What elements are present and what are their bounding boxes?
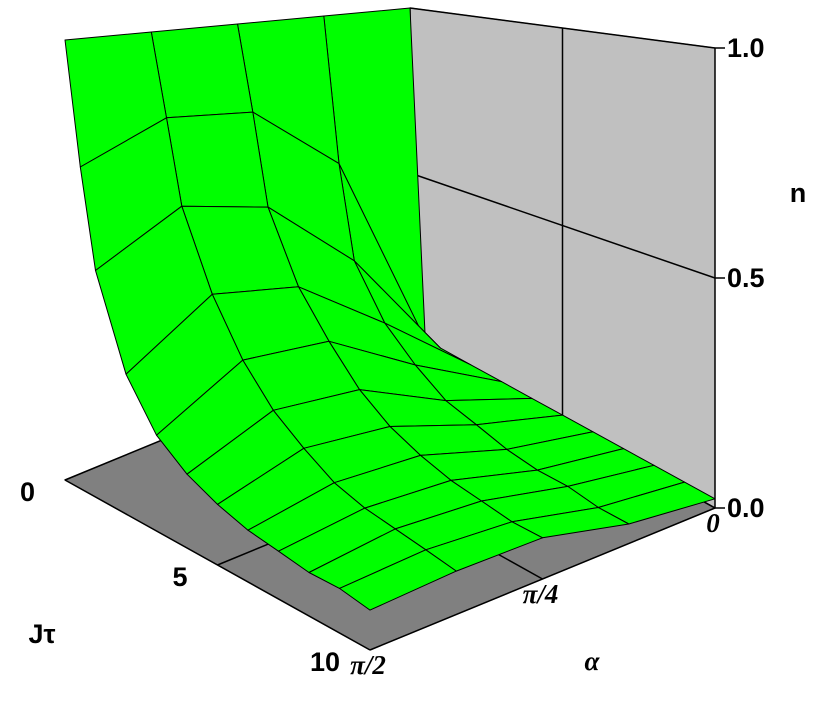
y-tick-label: 0 [706,508,720,538]
surface-patch [166,111,269,208]
surface [64,7,716,611]
z-tick-label: 0.0 [727,493,765,523]
z-tick-label: 0.5 [727,263,765,293]
y-tick-label: π/2 [350,650,386,680]
labels: n Jτ α 0 5 10 0 π/4 π/2 0.0 0.5 1.0 [20,33,806,680]
z-axis-label: n [790,178,807,208]
wall-grid-line [409,172,716,279]
x-tick-label: 0 [20,477,35,507]
floor-grid-line [64,479,371,651]
surface-patch [150,23,254,119]
surface-patch [339,549,457,611]
wall-grid-line [409,7,716,49]
z-tick-label: 1.0 [727,33,765,63]
x-tick-label: 10 [310,647,340,677]
x-axis-label: Jτ [28,619,55,649]
y-axis-label: α [585,646,601,676]
x-tick-label: 5 [172,562,187,592]
y-tick-label: π/4 [523,579,559,609]
